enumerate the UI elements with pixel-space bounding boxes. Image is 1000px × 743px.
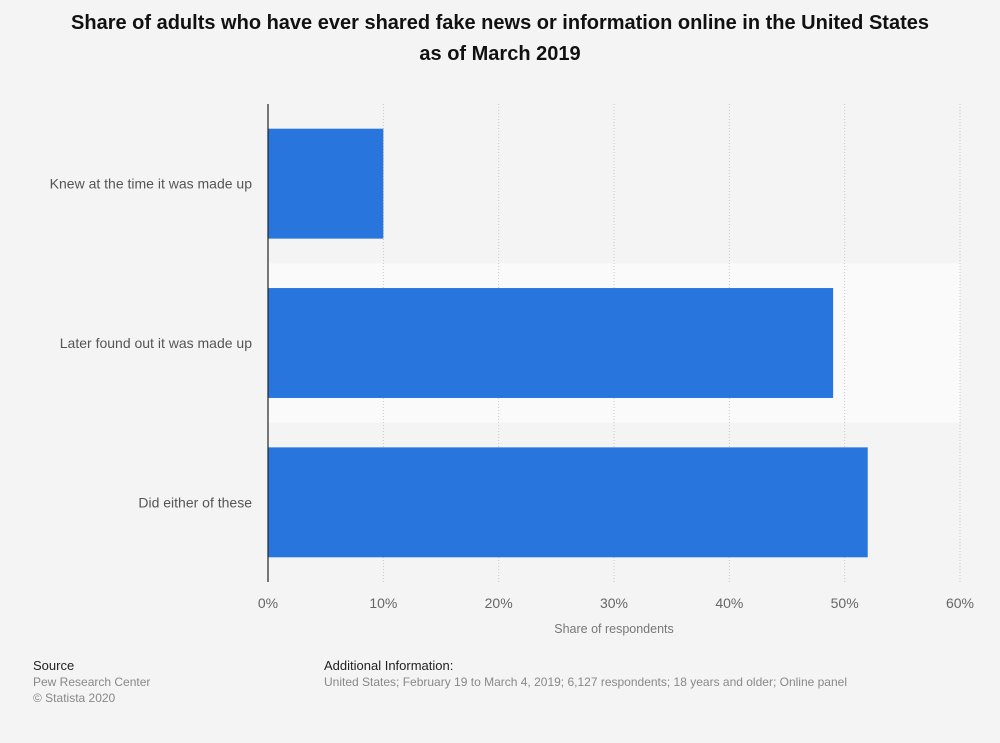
additional-info-block: Additional Information: United States; F… xyxy=(324,658,847,690)
additional-info-heading: Additional Information: xyxy=(324,658,454,673)
bar[interactable] xyxy=(268,447,868,558)
x-tick-label: 0% xyxy=(258,595,278,611)
bar-chart: 0% 10% 20% 30% 40% 50% 60% Knew at the time it … xyxy=(50,104,974,636)
x-tick-label: 50% xyxy=(831,595,859,611)
category-label: Later found out it was made up xyxy=(60,335,252,351)
category-label: Knew at the time it was made up xyxy=(50,176,253,192)
x-tick-label: 20% xyxy=(485,595,513,611)
x-tick-label: 40% xyxy=(715,595,743,611)
bar[interactable] xyxy=(268,128,384,239)
copyright: © Statista 2020 xyxy=(33,691,116,705)
source-name[interactable]: Pew Research Center xyxy=(33,675,151,689)
chart-title: Share of adults who have ever shared fak… xyxy=(71,12,929,65)
x-axis-title: Share of respondents xyxy=(554,622,674,636)
x-tick-label: 30% xyxy=(600,595,628,611)
additional-info-text: United States; February 19 to March 4, 2… xyxy=(324,675,847,689)
x-tick-label: 10% xyxy=(369,595,397,611)
bar[interactable] xyxy=(268,288,834,398)
source-heading: Source xyxy=(33,658,75,673)
category-label: Did either of these xyxy=(138,494,252,510)
source-block: Source Pew Research Center © Statista 20… xyxy=(33,658,150,706)
x-tick-label: 60% xyxy=(946,595,974,611)
